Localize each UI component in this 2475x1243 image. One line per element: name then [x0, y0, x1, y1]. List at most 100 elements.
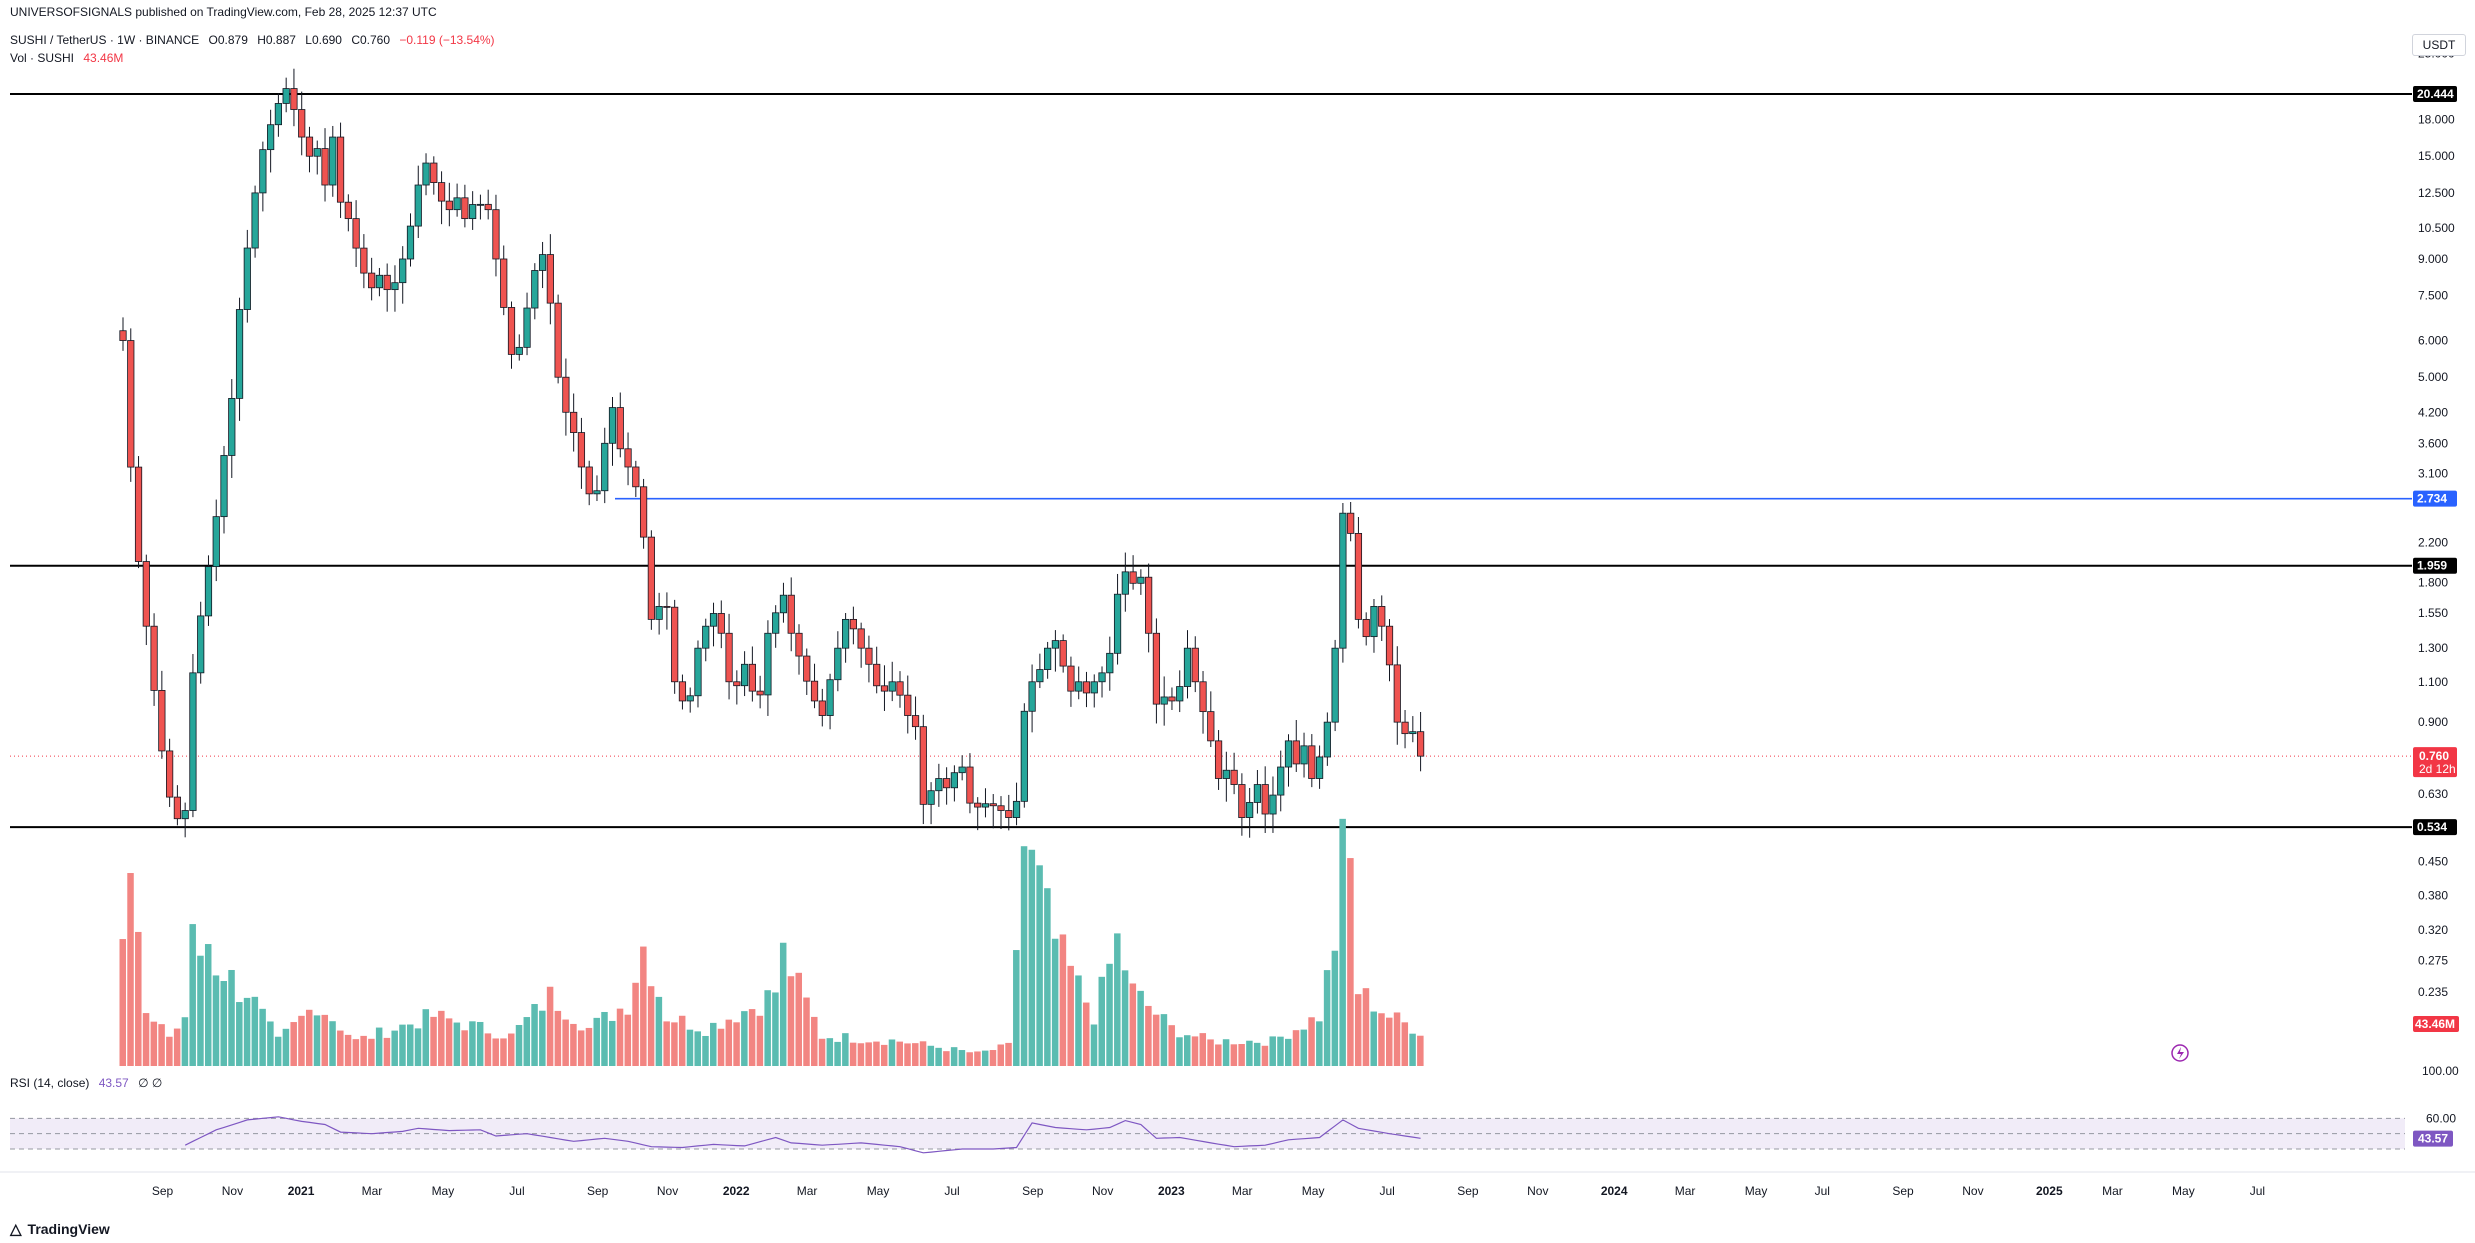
- candle: [336, 122, 345, 218]
- candle-body: [282, 88, 290, 104]
- candle: [173, 785, 181, 826]
- lightning-bolt: [2177, 1047, 2184, 1059]
- candle-body: [142, 561, 150, 627]
- level-tag-label: 1.959: [2417, 559, 2447, 573]
- candle: [1199, 671, 1207, 734]
- volume-bar: [360, 1035, 367, 1066]
- price-tick: 10.500: [2418, 221, 2455, 235]
- volume-bar: [702, 1035, 709, 1066]
- candle-body: [1393, 664, 1401, 723]
- candle-body: [818, 700, 826, 716]
- candle-body: [127, 340, 135, 468]
- candle-body: [430, 162, 438, 184]
- candle-body: [546, 254, 554, 304]
- candle: [181, 802, 189, 838]
- candle: [298, 91, 306, 156]
- volume-bar: [150, 1021, 158, 1066]
- rsi-tag: [2413, 1130, 2453, 1147]
- candle-body: [725, 632, 733, 683]
- price-tick: 3.100: [2418, 466, 2448, 480]
- volume-bar: [609, 1020, 616, 1066]
- time-tick: 2021: [288, 1184, 315, 1198]
- candle-body: [1199, 681, 1207, 713]
- candle: [989, 794, 997, 829]
- candle: [1207, 691, 1215, 748]
- candle: [515, 334, 523, 361]
- candle-body: [1160, 696, 1168, 705]
- candle-body: [655, 606, 663, 620]
- candle: [958, 755, 966, 781]
- candle-body: [1207, 711, 1215, 742]
- candle: [1347, 502, 1355, 542]
- volume-bar: [305, 1009, 313, 1066]
- candle: [1315, 745, 1324, 789]
- rsi-label[interactable]: RSI (14, close): [10, 1076, 90, 1090]
- time-tick: 2024: [1601, 1184, 1628, 1198]
- candle: [1121, 552, 1129, 612]
- candle-body: [507, 307, 516, 355]
- candle-body: [904, 694, 912, 716]
- candle-body: [445, 200, 453, 211]
- volume-bar: [368, 1038, 375, 1066]
- volume-bar: [865, 1042, 872, 1066]
- candle-body: [1362, 618, 1370, 638]
- volume-bar: [1261, 1045, 1269, 1066]
- candle-body: [639, 486, 648, 538]
- candle: [1308, 734, 1316, 788]
- time-tick: Nov: [1092, 1184, 1113, 1198]
- volume-bar: [748, 1009, 756, 1066]
- volume-bar: [570, 1023, 577, 1066]
- tradingview-logo[interactable]: △ TradingView: [10, 1220, 110, 1238]
- candle: [779, 582, 788, 623]
- candle: [764, 620, 772, 716]
- volume-bar: [321, 1014, 329, 1066]
- candle: [134, 456, 143, 569]
- candle-body: [228, 398, 236, 456]
- candle: [166, 738, 174, 807]
- candle-body: [1409, 731, 1417, 735]
- candle: [1012, 782, 1021, 826]
- volume-bar: [1339, 818, 1346, 1066]
- volume-label[interactable]: Vol · SUSHI: [10, 51, 75, 65]
- volume-bar: [290, 1022, 297, 1066]
- candle-body: [1277, 766, 1285, 796]
- symbol-name[interactable]: SUSHI / TetherUS · 1W · BINANCE: [10, 33, 200, 47]
- candle: [1222, 751, 1230, 802]
- candle-body: [1339, 512, 1347, 649]
- volume-bar: [461, 1030, 468, 1066]
- volume-bar: [966, 1052, 973, 1066]
- candle: [1106, 636, 1114, 691]
- time-tick: Nov: [1527, 1184, 1548, 1198]
- volume-bar: [787, 976, 795, 1066]
- candle: [406, 213, 415, 267]
- candle-body: [733, 681, 741, 687]
- candle: [647, 530, 655, 630]
- volume-bar: [220, 981, 228, 1066]
- quote-unit-button[interactable]: USDT: [2412, 34, 2466, 56]
- candle-body: [1044, 647, 1052, 670]
- candle-body: [352, 218, 360, 249]
- candle: [717, 600, 725, 649]
- symbol-legend: SUSHI / TetherUS · 1W · BINANCE O0.879 H…: [10, 33, 501, 47]
- candle-body: [601, 442, 609, 492]
- volume-bar: [1160, 1014, 1168, 1066]
- volume-bar: [1277, 1036, 1284, 1066]
- time-tick: 2022: [723, 1184, 750, 1198]
- volume-bar: [997, 1044, 1005, 1066]
- volume-bar: [1393, 1012, 1401, 1066]
- volume-bar: [873, 1041, 880, 1066]
- volume-bar: [1269, 1036, 1276, 1066]
- ohlc-high: H0.887: [257, 33, 296, 47]
- volume-bar: [391, 1030, 398, 1066]
- candle: [228, 379, 236, 478]
- candle-body: [158, 690, 166, 752]
- candle-body: [1401, 721, 1409, 735]
- candle: [197, 601, 205, 684]
- candle-body: [298, 109, 306, 138]
- candle-body: [484, 203, 492, 211]
- candle-body: [772, 612, 780, 634]
- volume-bar: [204, 944, 212, 1066]
- volume-bar: [834, 1041, 841, 1066]
- volume-bar: [500, 1038, 507, 1066]
